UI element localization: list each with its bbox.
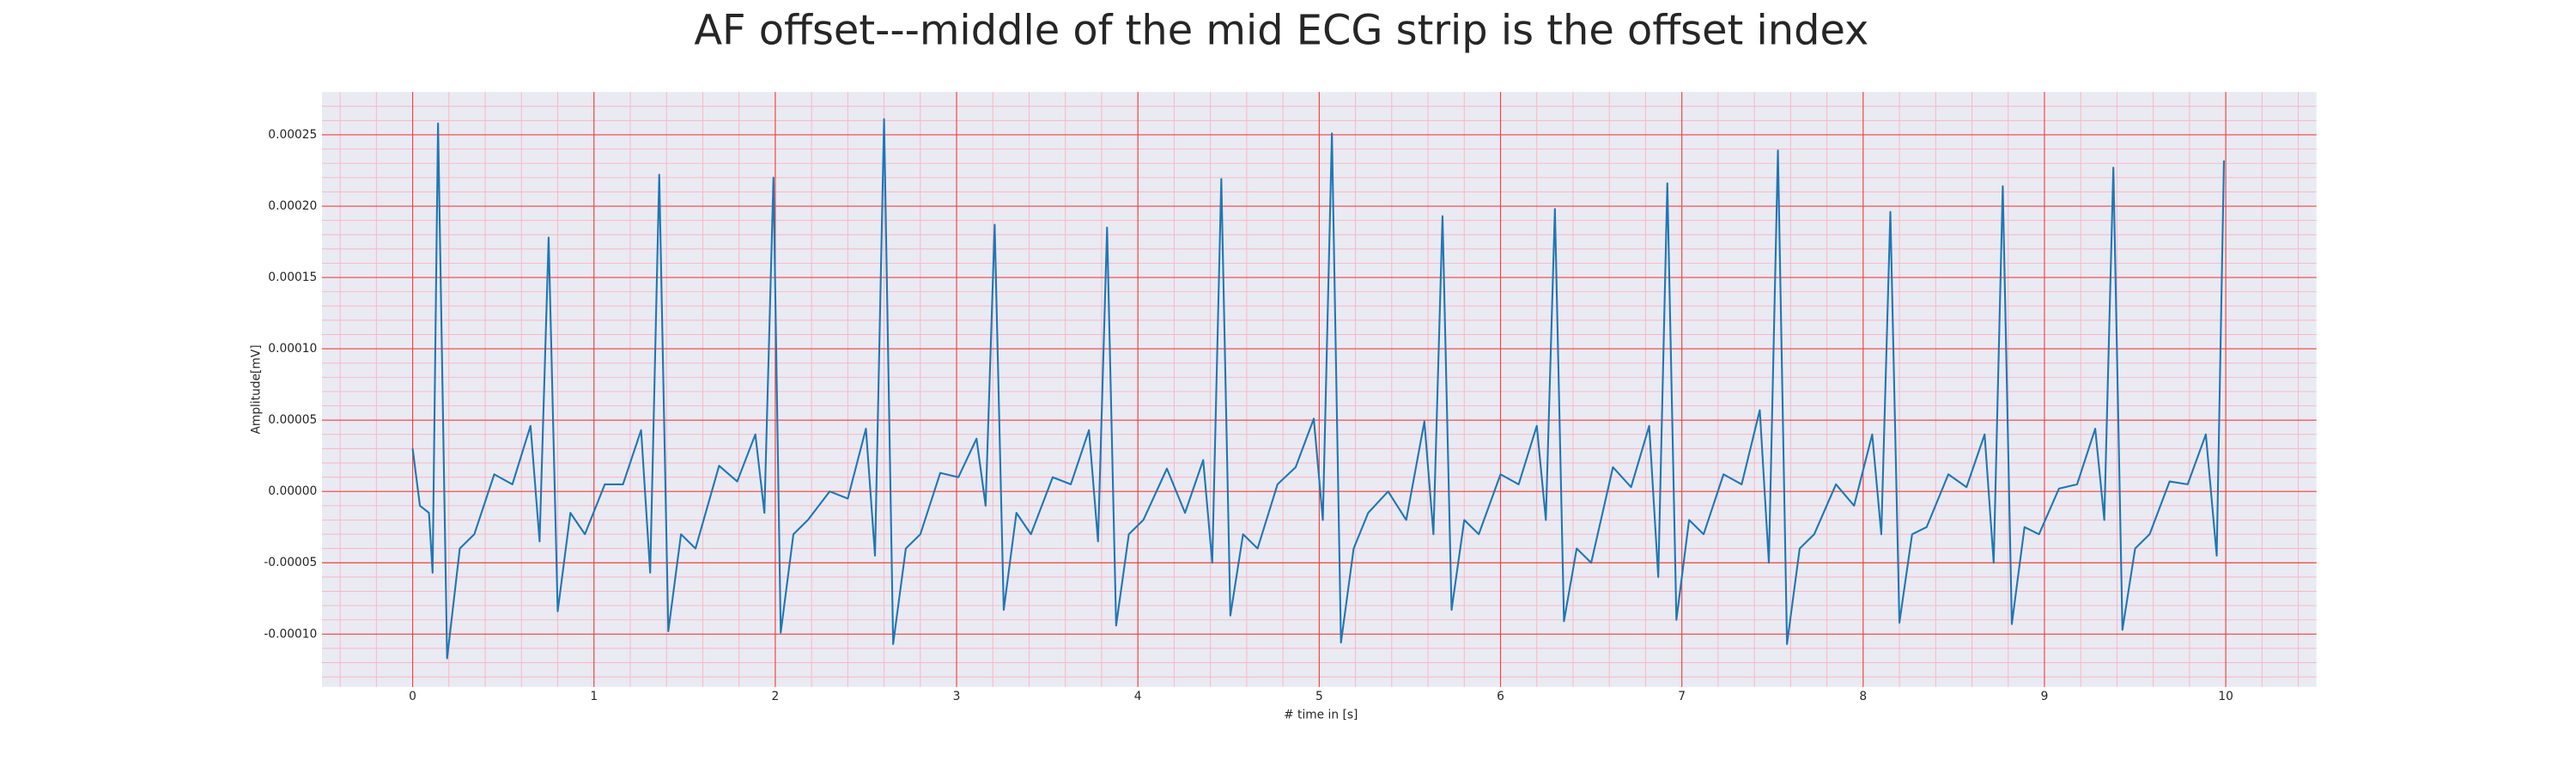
y-tick-label: 0.00015: [268, 271, 317, 284]
x-tick-label: 9: [2041, 690, 2049, 703]
y-axis-label: Amplitude[mV]: [249, 344, 263, 434]
x-tick-label: 8: [1859, 690, 1867, 703]
y-tick-label: 0.00025: [268, 128, 317, 142]
x-tick-label: 6: [1497, 690, 1504, 703]
x-tick-label: 4: [1134, 690, 1142, 703]
y-tick-label: -0.00010: [264, 627, 317, 641]
y-tick-label: 0.00010: [268, 342, 317, 356]
chart-title: AF offset---middle of the mid ECG strip …: [694, 7, 1868, 54]
x-tick-label: 2: [772, 690, 780, 703]
y-tick-label: 0.00020: [268, 199, 317, 213]
major-grid: [322, 92, 2317, 687]
x-tick-label: 10: [2218, 690, 2233, 703]
x-tick-label: 0: [409, 690, 416, 703]
x-tick-label: 3: [953, 690, 961, 703]
x-tick-label: 7: [1678, 690, 1686, 703]
y-tick-label: -0.00005: [264, 556, 317, 569]
x-tick-label: 5: [1315, 690, 1323, 703]
y-tick-label: 0.00000: [268, 484, 317, 498]
data-layer: [411, 118, 2226, 660]
x-axis-label: # time in [s]: [1284, 708, 1358, 721]
x-tick-label: 1: [590, 690, 598, 703]
ecg-line: [411, 118, 2226, 660]
y-tick-label: 0.00005: [268, 413, 317, 427]
